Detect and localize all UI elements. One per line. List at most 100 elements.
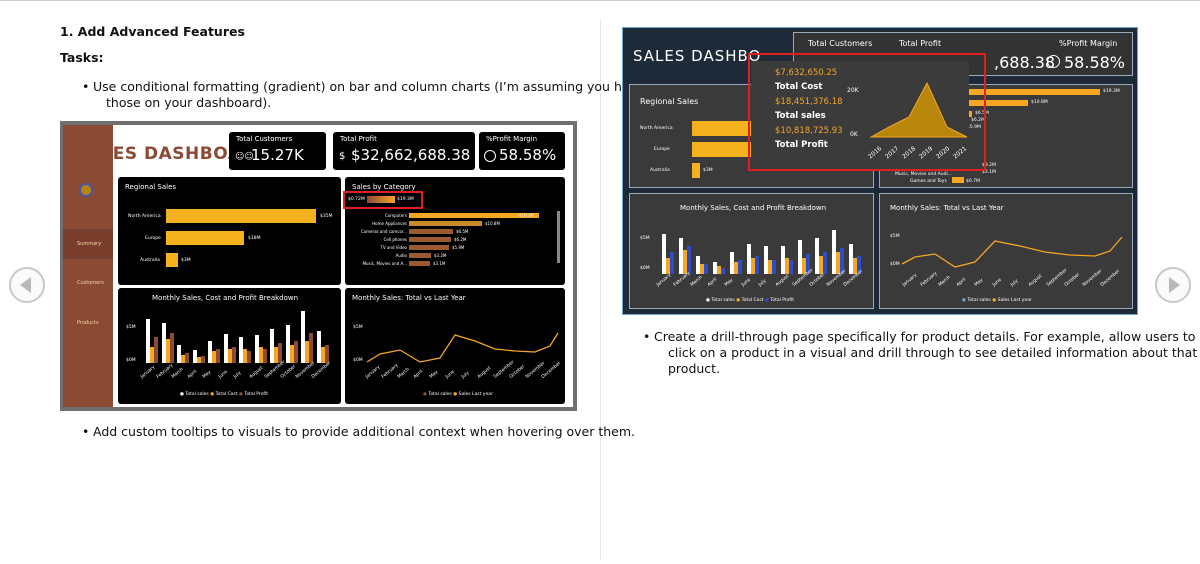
month-label: August — [775, 273, 791, 288]
category-value: $3.1M — [433, 261, 446, 266]
kpi-value: 15.27K — [251, 146, 304, 164]
bullet-dot: • — [82, 79, 90, 94]
bullet-text-line: product. — [668, 361, 721, 376]
month-label: May — [724, 278, 735, 288]
profit-bar — [293, 341, 298, 363]
cost-bar — [734, 262, 738, 274]
y-axis-label: $5M — [890, 234, 900, 239]
cost-bar — [243, 349, 247, 363]
category-label: Music, Movies and A... — [362, 261, 407, 266]
kpi-label: Total Profit — [899, 39, 942, 48]
legend-item: Total sales — [185, 392, 209, 397]
region-label: Australia — [140, 258, 160, 263]
y-axis-label: $0M — [640, 266, 650, 271]
money-bag-icon: $ — [339, 151, 346, 162]
profit-bar — [670, 252, 674, 274]
sales-bar — [223, 334, 228, 363]
sales-by-category-panel[interactable]: Sales by Category $0.72M $19.3M Computer… — [343, 177, 565, 285]
category-bar — [409, 221, 482, 226]
profit-bar — [687, 246, 691, 274]
tooltip-label: Total sales — [775, 111, 826, 121]
category-value: $6.2M — [971, 118, 985, 123]
month-label: October — [809, 272, 827, 288]
cost-bar — [227, 349, 232, 363]
category-value: $3.1M — [982, 170, 996, 175]
monthly-trend-panel[interactable]: Monthly Sales: Total vs Last Year $5M $0… — [879, 193, 1133, 309]
monthly-trend-panel[interactable]: Monthly Sales: Total vs Last Year $5M $0… — [345, 288, 565, 404]
gradient-legend-bar — [367, 196, 395, 203]
month-label: July — [758, 278, 768, 288]
region-bar — [166, 231, 244, 245]
chevron-right-icon — [1169, 277, 1180, 293]
profit-bar — [789, 260, 793, 274]
legend-item: Total sales — [711, 298, 735, 303]
sidebar-item-summary[interactable]: Summary — [63, 229, 113, 259]
sales-bar — [815, 238, 819, 274]
next-page-button[interactable] — [1155, 267, 1191, 303]
cost-bar — [212, 351, 216, 363]
monthly-breakdown-panel[interactable]: Monthly Sales, Cost and Profit Breakdown… — [629, 193, 874, 309]
cost-bar — [717, 266, 721, 274]
category-label: Cameras and camcor... — [360, 229, 407, 234]
tooltip-y-label: 20K — [847, 87, 859, 94]
cost-bar — [320, 347, 325, 363]
month-label: July — [233, 370, 243, 380]
bullet-text-line: Create a drill-through page specifically… — [654, 329, 1196, 344]
chart-legend: ● Total sales ● Total Cost ● Total Profi… — [180, 392, 269, 397]
tooltip-y-label: 0K — [850, 131, 858, 138]
y-axis-label: $0M — [126, 358, 136, 363]
cost-bar — [836, 252, 840, 274]
legend-max: $19.3M — [397, 197, 414, 202]
sales-bar — [747, 244, 751, 274]
cost-bar — [274, 347, 278, 363]
category-label: Audio — [395, 253, 407, 258]
sidebar-item-products[interactable]: Products — [63, 320, 113, 326]
kpi-label: Total Customers — [808, 39, 873, 48]
sales-bar — [192, 350, 197, 363]
sales-bar — [730, 252, 734, 274]
category-label: Cell phones — [383, 237, 407, 242]
month-label: January — [656, 273, 673, 288]
profit-bar — [806, 254, 810, 274]
dashboard-sidebar: Summary Customers Products — [63, 125, 113, 407]
month-label: June — [217, 369, 229, 380]
tooltip-value: $7,632,650.25 — [775, 68, 838, 78]
category-bar — [409, 213, 539, 218]
cost-bar — [305, 341, 309, 363]
cost-bar — [165, 339, 170, 363]
cost-bar — [853, 258, 857, 274]
sales-bar — [781, 246, 785, 274]
category-bar — [409, 237, 451, 242]
tooltip-label: Total Cost — [775, 82, 823, 92]
yearly-area — [869, 81, 968, 138]
region-value: $18M — [248, 236, 261, 241]
kpi-label: Total Customers — [236, 135, 293, 143]
sales-bar — [832, 230, 836, 274]
scrollbar[interactable] — [557, 211, 560, 263]
cost-bar — [666, 258, 670, 274]
cost-bar — [683, 250, 687, 274]
panel-title: Monthly Sales: Total vs Last Year — [352, 294, 466, 302]
trend-line-chart — [901, 236, 1123, 268]
sales-bar — [764, 246, 768, 274]
previous-page-button[interactable] — [9, 267, 45, 303]
sales-bar — [849, 244, 853, 274]
sales-bar — [270, 329, 274, 363]
y-axis-label: $5M — [126, 325, 136, 330]
panel-title: Sales by Category — [352, 183, 416, 191]
regional-sales-panel[interactable]: Regional Sales North America $35M Europe… — [118, 177, 341, 285]
section-heading: 1. Add Advanced Features — [60, 24, 245, 39]
sales-bar — [696, 256, 700, 274]
top-rule — [0, 0, 1200, 1]
dashboard-title: SALES DASHBO — [633, 47, 762, 65]
dollar-badge-icon — [1047, 55, 1060, 68]
cost-bar — [751, 258, 755, 274]
sidebar-item-customers[interactable]: Customers — [63, 280, 113, 286]
bullet-dot: • — [643, 329, 651, 344]
cost-bar — [819, 256, 823, 274]
profit-bar — [278, 343, 282, 363]
monthly-breakdown-panel[interactable]: Monthly Sales, Cost and Profit Breakdown… — [118, 288, 341, 404]
category-label: Music, Movies and Audi... — [895, 172, 952, 177]
kpi-value: 58.58% — [499, 146, 557, 164]
kpi-label: %Profit Margin — [1059, 39, 1118, 48]
